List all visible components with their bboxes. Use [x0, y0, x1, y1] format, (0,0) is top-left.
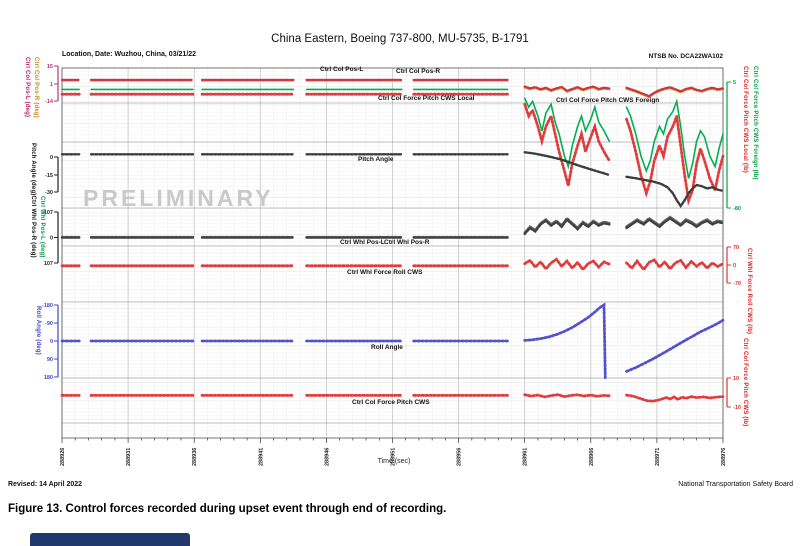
chart-canvas: 288926 288931 288936 288941 288946 288951 2889… — [42, 64, 741, 466]
axis-title-pitch-angle: Pitch Angle (deg) — [30, 143, 36, 196]
y-tick-label: 107 — [44, 261, 53, 267]
series-label-roll-cws: Ctrl Whl Force Roll CWS — [347, 269, 423, 276]
series-col_pos_l — [523, 85, 611, 92]
axis-title-pitch-cws: Ctrl Col Force Pitch CWS (lb) — [742, 338, 748, 427]
y-tick-label: -180 — [42, 303, 53, 309]
series-pitch_force — [625, 393, 725, 403]
series-label-ctrl-col-pos-l: Ctrl Col Pos-L — [320, 66, 364, 73]
y-tick-label: 180 — [44, 375, 53, 381]
y-tick-label: 15 — [47, 64, 53, 70]
axis-title-pitch-whl-r: Pitch Angle (deg)Ctrl Whl Pos-R (deg) — [30, 143, 36, 258]
axis-title-cws-local: Ctrl Col Force Pitch CWS Local (lb) — [742, 66, 748, 174]
preliminary-watermark: PRELIMINARY — [83, 185, 274, 211]
series-label-roll-angle: Roll Angle — [371, 344, 403, 351]
y-tick-label: 90 — [47, 357, 53, 363]
agency-label: National Transportation Safety Board — [678, 481, 793, 488]
series-pitch_force — [523, 393, 611, 399]
axis-title-roll-cws: Ctrl Whl Force Roll CWS (lb) — [746, 248, 752, 335]
axis-title-ctrl-col-pos-r: Ctrl Col Pos-R (deg) — [33, 57, 39, 118]
y-tick-label: -10 — [733, 405, 741, 411]
y-tick-label: -90 — [45, 321, 53, 327]
revised-date-label: Revised: 14 April 2022 — [8, 481, 83, 488]
x-tick-label: 288976 — [721, 448, 727, 466]
y-tick-label: 70 — [733, 245, 739, 251]
series-label-ctrl-col-pos-r: Ctrl Col Pos-R — [396, 68, 441, 75]
x-tick-label: 288966 — [589, 448, 595, 466]
x-tick-label: 288961 — [523, 448, 529, 466]
chart-title: China Eastern, Boeing 737-800, MU-5735, … — [271, 33, 529, 45]
taskbar-fragment[interactable] — [30, 533, 190, 546]
series-label-pitch-cws: Ctrl Col Force Pitch CWS — [352, 399, 430, 406]
y-tick-label: 0 — [50, 236, 53, 242]
x-tick-label: 288951 — [391, 448, 397, 466]
series-roll_angle — [523, 302, 607, 380]
axis-title-ctrl-whl-pos-r: Ctrl Whl Pos-R (deg) — [30, 195, 36, 258]
axis-title-cws-foreign: Ctrl Col Force Pitch CWS Foreign (lb) — [752, 66, 758, 180]
series-pitch_angle — [523, 151, 611, 177]
series-label-pitch-angle: Pitch Angle — [358, 156, 394, 163]
x-tick-label: 288931 — [126, 448, 132, 466]
series-pitch_angle — [625, 175, 725, 209]
y-tick-label: 0 — [50, 339, 53, 345]
x-axis-title: Time (sec) — [377, 458, 411, 465]
series-col_force_local — [625, 115, 725, 207]
y-tick-label: -70 — [733, 281, 741, 287]
y-tick-label: -15 — [45, 173, 53, 179]
series-label-cws-foreign: Ctrl Col Force Pitch CWS Foreign — [556, 97, 660, 104]
axis-title-ctrl-col-pos-l: Ctrl Col Pos-L (deg) — [24, 57, 30, 118]
series-roll_angle — [625, 318, 725, 373]
axis-title-ctrl-whl-pos-l: Ctrl Whl Pos-L (deg) — [39, 196, 45, 258]
y-tick-label: -80 — [733, 206, 741, 212]
series-label-cws-local: Ctrl Col Force Pitch CWS Local — [378, 95, 475, 102]
x-tick-label: 288946 — [324, 448, 330, 466]
y-tick-label: 10 — [733, 376, 739, 382]
x-tick-label: 288936 — [192, 448, 198, 466]
series-roll_force — [523, 257, 611, 272]
series-whl_pos_l — [523, 217, 611, 236]
series-label-ctrl-whl-pos-r: Ctrl Whl Pos-R — [384, 239, 430, 246]
axis-title-roll-angle: Roll Angle (deg) — [35, 306, 41, 355]
y-tick-label: 5 — [733, 80, 736, 86]
y-tick-label: 0 — [50, 155, 53, 161]
location-date-label: Location, Date: Wuzhou, China, 03/21/22 — [62, 51, 197, 58]
series-label-ctrl-whl-pos-l: Ctrl Whl Pos-L — [340, 239, 385, 246]
series-col_force_foreign — [625, 98, 724, 179]
y-tick-label: 1 — [50, 82, 53, 88]
series-whl_pos_l — [625, 216, 725, 230]
x-tick-label: 288941 — [258, 448, 264, 466]
series-roll_force — [625, 258, 725, 272]
ntsb-number-label: NTSB No. DCA22WA102 — [648, 53, 723, 60]
y-tick-label: -107 — [42, 210, 53, 216]
y-tick-label: -30 — [45, 190, 53, 196]
y-tick-label: 0 — [733, 263, 736, 269]
x-tick-label: 288926 — [60, 448, 66, 466]
x-tick-label: 288956 — [457, 448, 463, 466]
series-col_force_local — [523, 102, 611, 187]
figure-caption: Figure 13. Control forces recorded durin… — [8, 503, 447, 515]
y-tick-label: -14 — [45, 99, 54, 105]
x-tick-label: 288971 — [655, 448, 661, 466]
series-col_pos_l — [625, 86, 725, 98]
